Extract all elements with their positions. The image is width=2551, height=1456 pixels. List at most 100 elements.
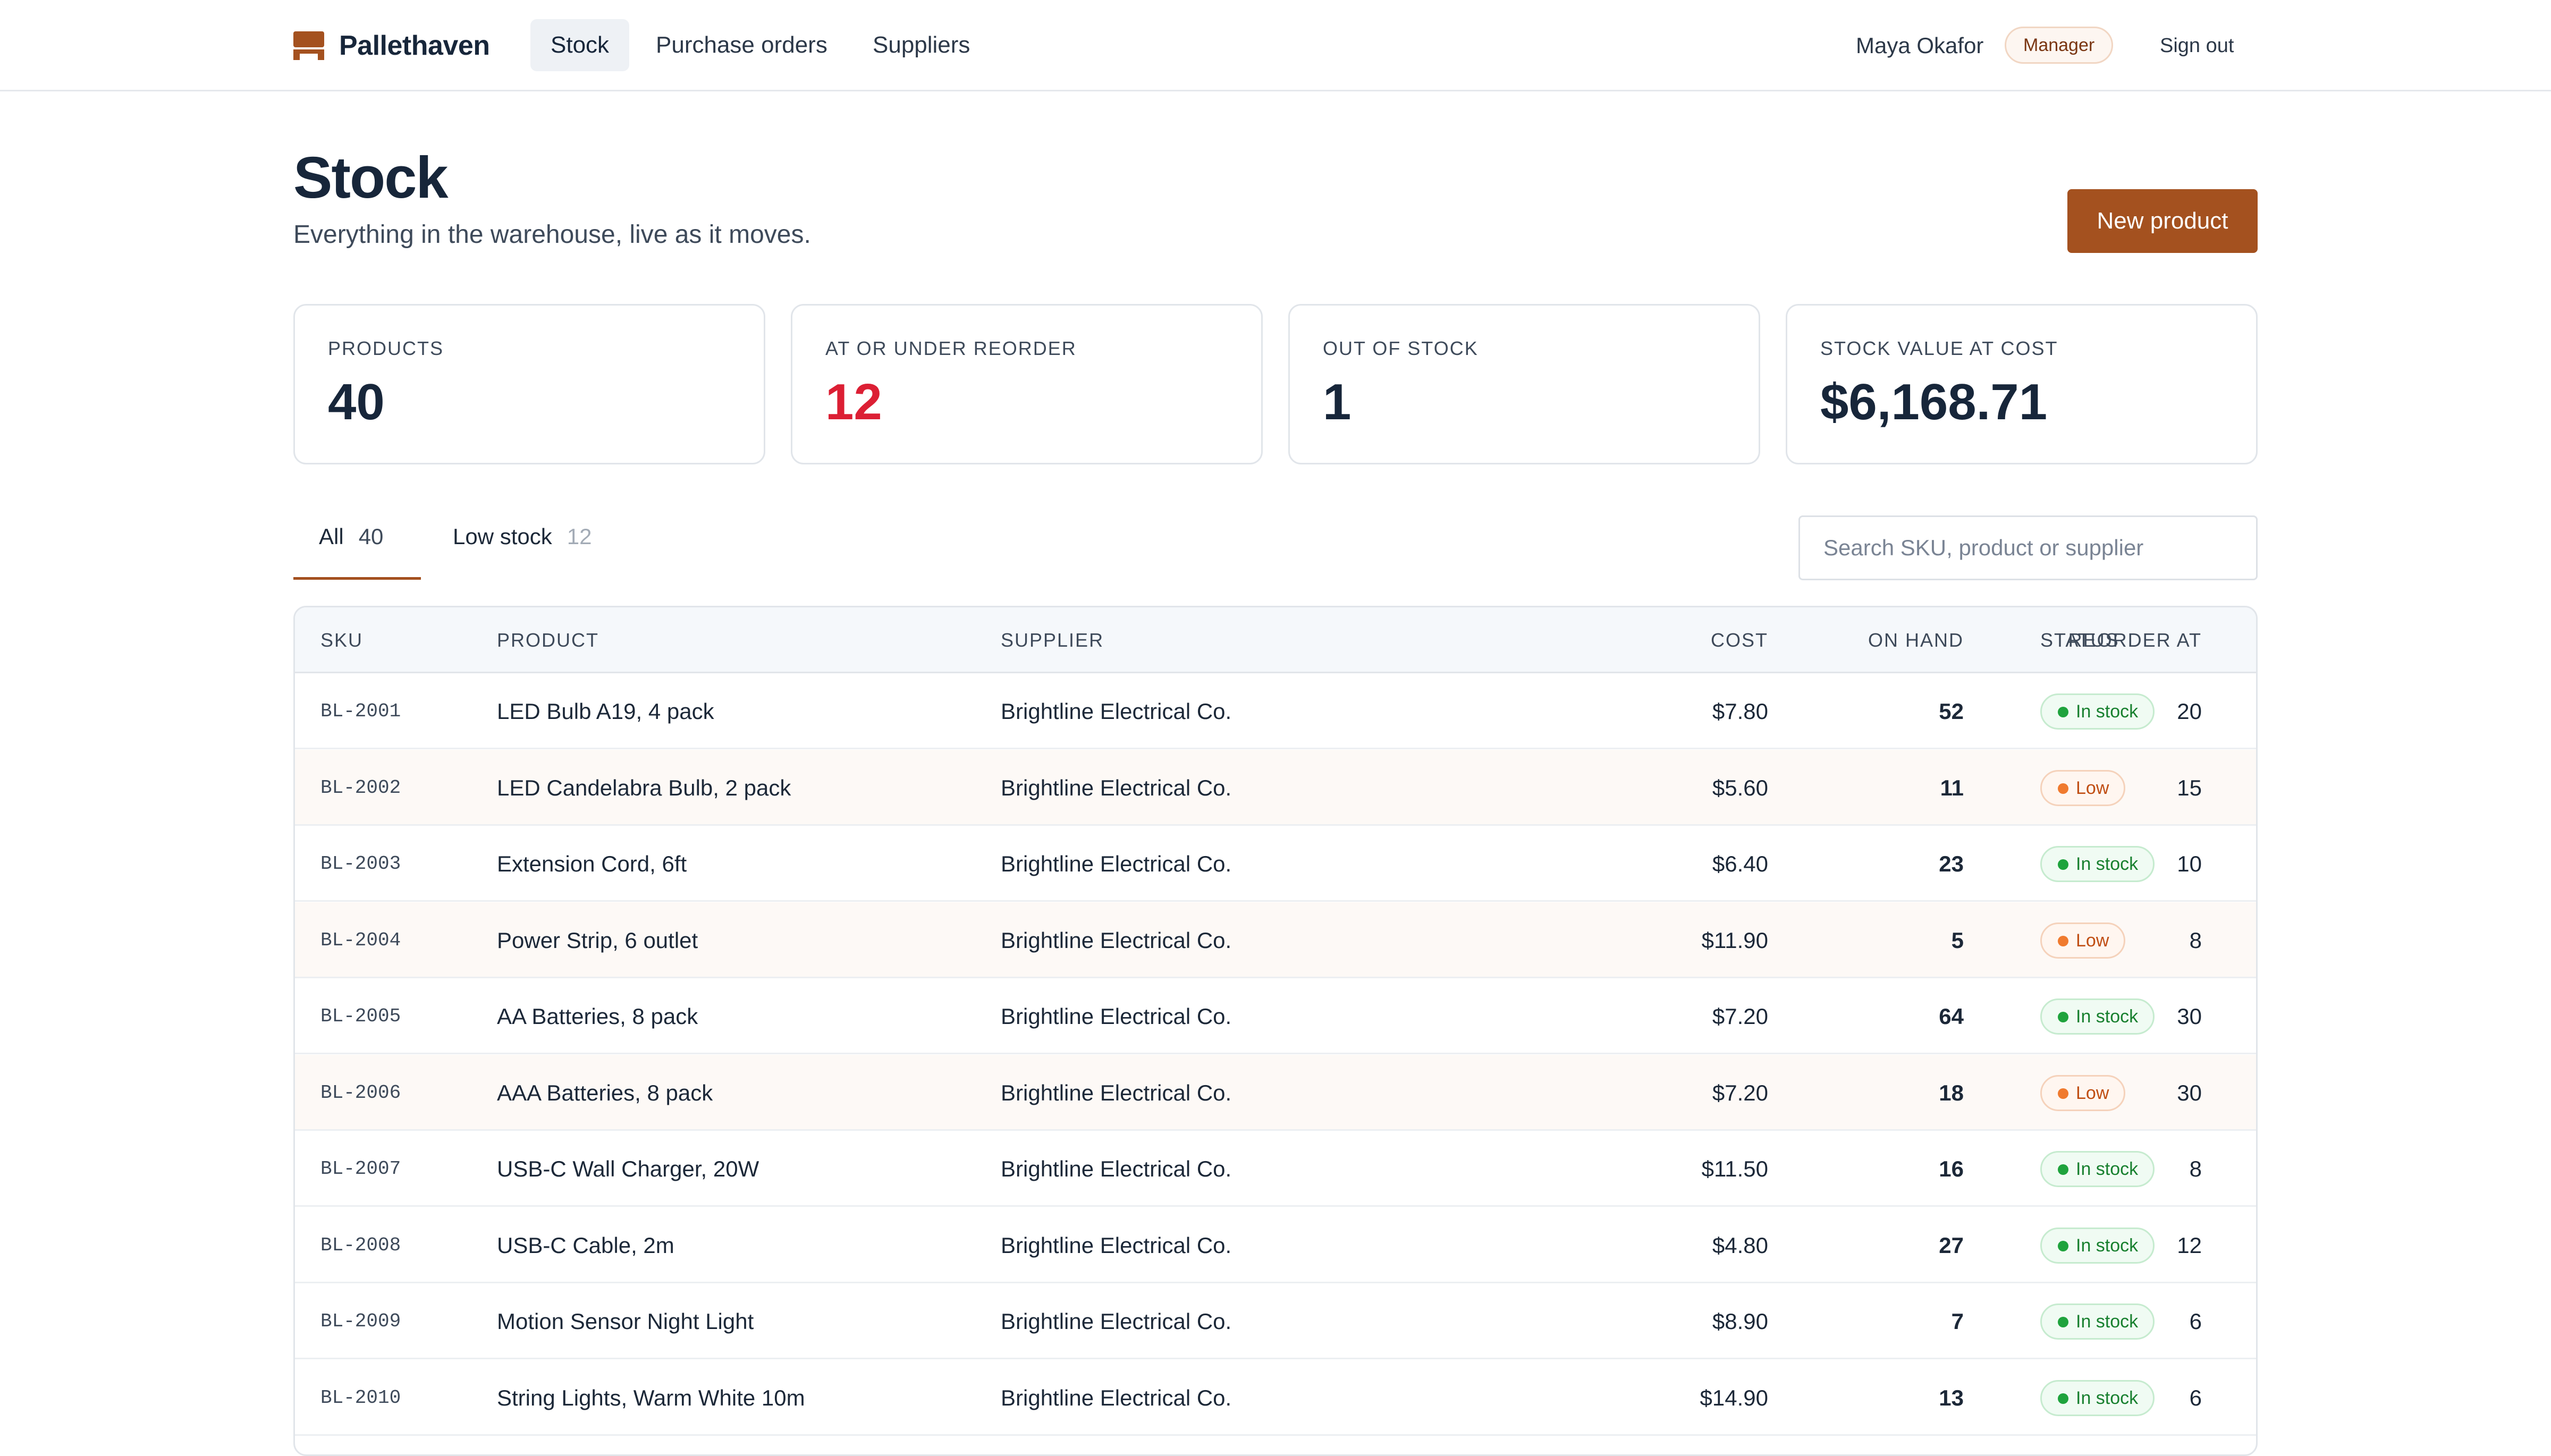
table-row[interactable]: BL-2002 LED Candelabra Bulb, 2 pack Bright…: [295, 749, 2256, 826]
supplier-cell: Brightline Electrical Co.: [1001, 699, 1232, 724]
supplier-cell: Brightline Electrical Co.: [1001, 1232, 1232, 1258]
sku-cell: BL-2002: [320, 776, 401, 799]
supplier-cell: Brightline Electrical Co.: [1001, 927, 1232, 953]
column-header-status[interactable]: STATUS: [2040, 629, 2119, 651]
cost-cell: $4.80: [1712, 1232, 1768, 1258]
status-label: Low: [2076, 777, 2109, 798]
filter-tab-all[interactable]: All 40: [319, 521, 383, 553]
status-badge: In stock: [2040, 693, 2155, 730]
stat-value: 12: [825, 374, 882, 430]
on-hand-cell: 13: [1939, 1385, 1964, 1410]
on-hand-cell: 16: [1939, 1156, 1964, 1181]
table-row[interactable]: BL-2005 AA Batteries, 8 pack Brightline El…: [295, 978, 2256, 1054]
reorder-at-cell: 30: [2177, 1004, 2202, 1029]
table-row[interactable]: BL-2003 Extension Cord, 6ft Brightline Ele…: [295, 826, 2256, 902]
cost-cell: $11.90: [1701, 927, 1768, 953]
table-row[interactable]: BL-2010 String Lights, Warm White 10m Brig…: [295, 1359, 2256, 1436]
stat-card-stock-value: STOCK VALUE AT COST $6,168.71: [1786, 304, 2258, 464]
stat-card-products: PRODUCTS 40: [293, 304, 765, 464]
status-label: In stock: [2076, 1159, 2139, 1179]
on-hand-cell: 18: [1939, 1080, 1964, 1105]
table-row[interactable]: BL-2008 USB-C Cable, 2m Brightline Electri…: [295, 1207, 2256, 1283]
table-row[interactable]: BL-2007 USB-C Wall Charger, 20W Brightline…: [295, 1131, 2256, 1207]
table-row[interactable]: BL-2009 Motion Sensor Night Light Brightli…: [295, 1283, 2256, 1359]
status-label: Low: [2076, 930, 2109, 951]
reorder-at-cell: 10: [2177, 851, 2202, 876]
product-cell: String Lights, Warm White 10m: [497, 1385, 805, 1410]
reorder-at-cell: 15: [2177, 775, 2202, 800]
status-badge: In stock: [2040, 1151, 2155, 1187]
column-header-on-hand[interactable]: ON HAND: [1868, 629, 1964, 651]
status-label: In stock: [2076, 701, 2139, 722]
on-hand-cell: 52: [1939, 699, 1964, 724]
column-header-cost[interactable]: COST: [1710, 629, 1768, 651]
stat-label: OUT OF STOCK: [1323, 337, 1479, 359]
stat-value: $6,168.71: [1820, 374, 2048, 430]
reorder-at-cell: 12: [2177, 1232, 2202, 1258]
status-badge: In stock: [2040, 1379, 2155, 1416]
supplier-cell: Brightline Electrical Co.: [1001, 1080, 1232, 1105]
status-badge: In stock: [2040, 998, 2155, 1035]
product-cell: LED Bulb A19, 4 pack: [497, 699, 714, 724]
product-cell: LED Candelabra Bulb, 2 pack: [497, 775, 791, 800]
filter-tab-count: 12: [567, 524, 592, 549]
sku-cell: BL-2010: [320, 1386, 401, 1409]
cost-cell: $7.20: [1712, 1080, 1768, 1105]
user-name: Maya Okafor: [1856, 33, 1984, 58]
product-cell: USB-C Wall Charger, 20W: [497, 1156, 759, 1181]
sku-cell: BL-2003: [320, 853, 401, 875]
status-dot-icon: [2058, 1317, 2068, 1327]
status-dot-icon: [2058, 1240, 2068, 1251]
sku-cell: BL-2009: [320, 1310, 401, 1332]
status-dot-icon: [2058, 783, 2068, 794]
status-label: In stock: [2076, 1235, 2139, 1256]
status-badge: In stock: [2040, 1227, 2155, 1264]
cost-cell: $6.40: [1712, 851, 1768, 876]
reorder-at-cell: 20: [2177, 699, 2202, 724]
on-hand-cell: 23: [1939, 851, 1964, 876]
table-row[interactable]: BL-2006 AAA Batteries, 8 pack Brightline E…: [295, 1054, 2256, 1131]
column-header-reorder-at[interactable]: REORDER AT: [2068, 629, 2202, 651]
pallet-icon: [293, 31, 324, 60]
sku-cell: BL-2008: [320, 1234, 401, 1256]
nav-tab-suppliers[interactable]: Suppliers: [873, 32, 970, 58]
nav-tab-purchase-orders[interactable]: Purchase orders: [656, 32, 827, 58]
reorder-at-cell: 6: [2189, 1309, 2202, 1334]
sku-cell: BL-2004: [320, 929, 401, 951]
top-navbar: Pallethaven Stock Purchase orders Suppli…: [0, 0, 2551, 91]
search-input[interactable]: [1798, 515, 2258, 580]
status-badge: Low: [2040, 1074, 2126, 1111]
role-badge: Manager: [2005, 27, 2114, 64]
status-dot-icon: [2058, 935, 2068, 946]
table-header: SKU PRODUCT SUPPLIER COST ON HAND REORDE…: [295, 607, 2256, 673]
table-row[interactable]: BL-2001 LED Bulb A19, 4 pack Brightline El…: [295, 673, 2256, 749]
column-header-sku[interactable]: SKU: [320, 629, 364, 651]
product-cell: AA Batteries, 8 pack: [497, 1004, 698, 1029]
reorder-at-cell: 6: [2189, 1385, 2202, 1410]
cost-cell: $14.90: [1700, 1385, 1768, 1410]
status-label: Low: [2076, 1082, 2109, 1103]
brand-logo[interactable]: Pallethaven: [293, 28, 490, 64]
stat-label: PRODUCTS: [328, 337, 444, 359]
column-header-product[interactable]: PRODUCT: [497, 629, 599, 651]
status-badge: Low: [2040, 769, 2126, 806]
status-dot-icon: [2058, 1164, 2068, 1175]
on-hand-cell: 64: [1939, 1004, 1964, 1029]
cost-cell: $7.80: [1712, 699, 1768, 724]
product-cell: Extension Cord, 6ft: [497, 851, 687, 876]
supplier-cell: Brightline Electrical Co.: [1001, 775, 1232, 800]
filter-tab-low-stock[interactable]: Low stock 12: [453, 521, 592, 553]
filter-tab-label: Low stock: [453, 524, 552, 549]
column-header-supplier[interactable]: SUPPLIER: [1001, 629, 1104, 651]
on-hand-cell: 5: [1951, 927, 1964, 953]
status-badge: Low: [2040, 922, 2126, 959]
sign-out-link[interactable]: Sign out: [2160, 35, 2234, 57]
table-row[interactable]: BL-2004 Power Strip, 6 outlet Brightline E…: [295, 902, 2256, 978]
product-cell: Motion Sensor Night Light: [497, 1309, 754, 1334]
on-hand-cell: 27: [1939, 1232, 1964, 1258]
nav-tab-stock[interactable]: Stock: [530, 19, 630, 71]
product-cell: AAA Batteries, 8 pack: [497, 1080, 713, 1105]
new-product-button[interactable]: New product: [2067, 189, 2258, 253]
brand-name: Pallethaven: [339, 30, 490, 61]
supplier-cell: Brightline Electrical Co.: [1001, 1385, 1232, 1410]
